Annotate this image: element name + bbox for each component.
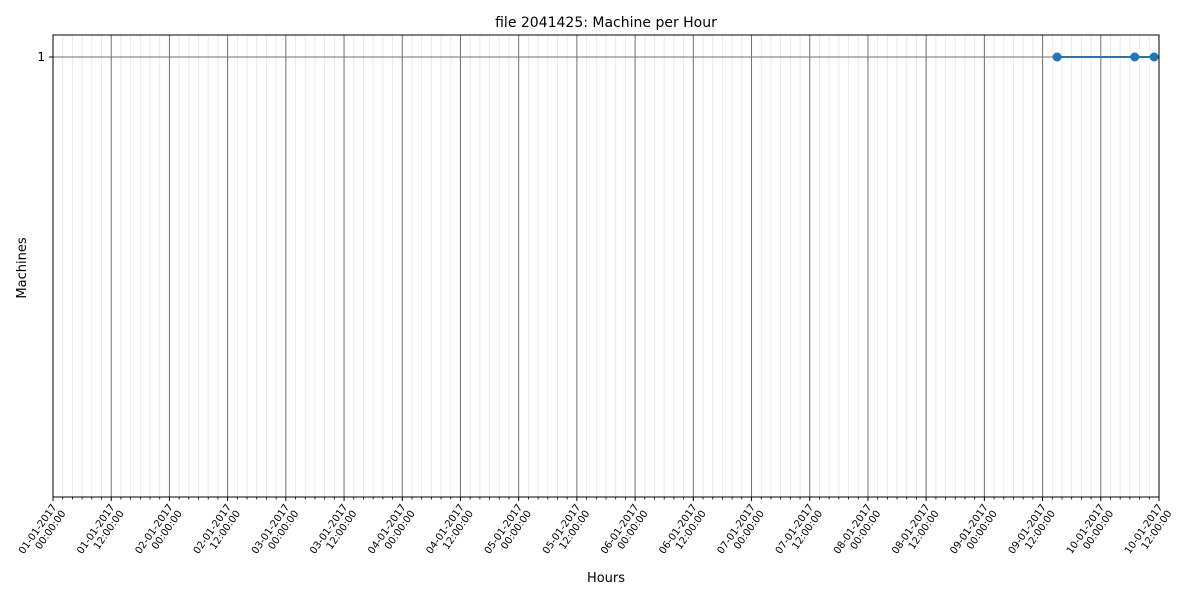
y-tick-label: 1 (37, 50, 45, 64)
major-grid (53, 35, 1159, 497)
data-point (1130, 52, 1140, 62)
chart-title: file 2041425: Machine per Hour (495, 15, 717, 31)
plot-frame (52, 34, 1160, 498)
x-axis-label: Hours (587, 571, 625, 586)
data-point (1052, 52, 1062, 62)
data-point (1149, 52, 1159, 62)
y-axis-label: Machines (15, 237, 30, 298)
series-layer (1052, 52, 1159, 62)
minor-grid (62, 35, 1150, 497)
